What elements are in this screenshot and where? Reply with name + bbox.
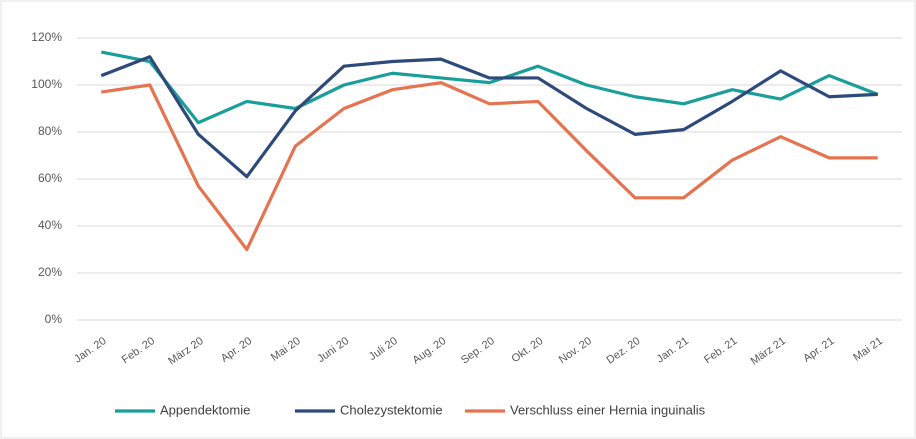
y-tick-label: 120% <box>31 30 62 44</box>
legend-label: Appendektomie <box>160 402 250 417</box>
y-tick-label: 80% <box>38 124 62 138</box>
legend-label: Verschluss einer Hernia inguinalis <box>510 402 706 417</box>
y-tick-label: 20% <box>38 265 62 279</box>
series-line <box>101 81 878 252</box>
y-tick-label: 40% <box>38 218 62 232</box>
legend-label: Cholezystektomie <box>340 402 443 417</box>
y-tick-label: 60% <box>38 171 62 185</box>
series-line <box>100 55 878 179</box>
y-tick-label: 100% <box>31 77 62 91</box>
y-tick-label: 0% <box>45 312 63 326</box>
legend: Appendektomie Cholezystektomie Verschluss … <box>115 402 706 417</box>
